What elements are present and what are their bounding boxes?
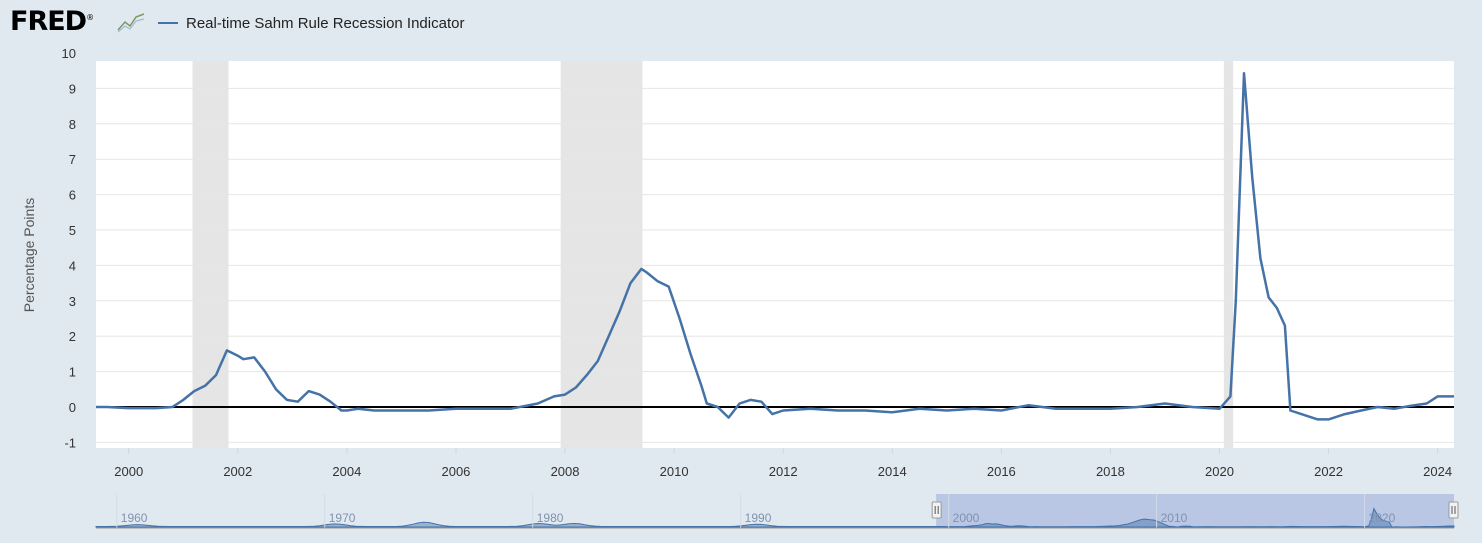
navigator-tick-label: 2010 xyxy=(1161,511,1188,525)
x-tick-label: 2000 xyxy=(114,464,143,479)
handle-body xyxy=(931,501,942,519)
navigator-left-handle-grip-icon[interactable] xyxy=(931,501,942,519)
x-tick-label: 2024 xyxy=(1423,464,1452,479)
x-axis: 2000 2002 2004 2006 2008 2010 2012 2014 2016 2018… xyxy=(114,448,1452,479)
y-tick-label: 5 xyxy=(69,223,76,238)
fred-logo[interactable]: FRED® xyxy=(10,6,94,37)
recession-bands xyxy=(192,61,1234,448)
navigator-tick-label: 1970 xyxy=(329,511,356,525)
navigator[interactable]: 1960 1970 1980 1990 2000 2010 2020 xyxy=(95,494,1459,529)
navigator-tick-label: 1980 xyxy=(537,511,564,525)
x-tick-label: 2002 xyxy=(223,464,252,479)
y-tick-label: 0 xyxy=(69,400,76,415)
x-tick-label: 2018 xyxy=(1096,464,1125,479)
y-tick-label: 3 xyxy=(69,294,76,309)
recession-band xyxy=(560,61,643,448)
handle-body xyxy=(1448,501,1459,519)
navigator-right-handle-grip-icon[interactable] xyxy=(1448,501,1459,519)
y-tick-label: 1 xyxy=(69,365,76,380)
recession-band xyxy=(1223,61,1234,448)
x-tick-label: 2016 xyxy=(987,464,1016,479)
y-tick-label: 10 xyxy=(62,46,76,61)
navigator-tick-label: 2020 xyxy=(1369,511,1396,525)
x-tick-label: 2022 xyxy=(1314,464,1343,479)
y-tick-label: 7 xyxy=(69,152,76,167)
navigator-tick-label: 1990 xyxy=(745,511,772,525)
navigator-selection[interactable] xyxy=(936,494,1454,528)
y-tick-label: 4 xyxy=(69,258,76,273)
y-axis: -1 0 1 2 3 4 5 6 7 8 9 10 xyxy=(62,46,76,450)
y-tick-label: 6 xyxy=(69,188,76,203)
y-axis-label: Percentage Points xyxy=(21,198,37,312)
gridlines xyxy=(96,52,1454,443)
x-tick-label: 2008 xyxy=(551,464,580,479)
x-tick-label: 2004 xyxy=(332,464,361,479)
x-tick-label: 2010 xyxy=(660,464,689,479)
y-tick-label: -1 xyxy=(64,435,76,450)
y-tick-label: 8 xyxy=(69,117,76,132)
legend-swatch xyxy=(158,22,178,24)
navigator-tick-label: 2000 xyxy=(953,511,980,525)
x-tick-label: 2020 xyxy=(1205,464,1234,479)
x-tick-label: 2006 xyxy=(441,464,470,479)
chart-line-icon xyxy=(116,11,146,33)
series-line xyxy=(96,71,1454,421)
y-tick-label: 2 xyxy=(69,329,76,344)
x-tick-label: 2014 xyxy=(878,464,907,479)
y-tick-label: 9 xyxy=(69,81,76,96)
navigator-tick-label: 1960 xyxy=(121,511,148,525)
legend-label[interactable]: Real-time Sahm Rule Recession Indicator xyxy=(186,15,465,32)
chart-header: FRED® Real-time Sahm Rule Recession Indi… xyxy=(0,0,1482,48)
recession-band xyxy=(192,61,229,448)
plot-background xyxy=(96,61,1454,448)
navigator-series xyxy=(95,507,1455,528)
navigator-ticks: 1960 1970 1980 1990 2000 2010 2020 xyxy=(116,494,1396,528)
x-tick-label: 2012 xyxy=(769,464,798,479)
